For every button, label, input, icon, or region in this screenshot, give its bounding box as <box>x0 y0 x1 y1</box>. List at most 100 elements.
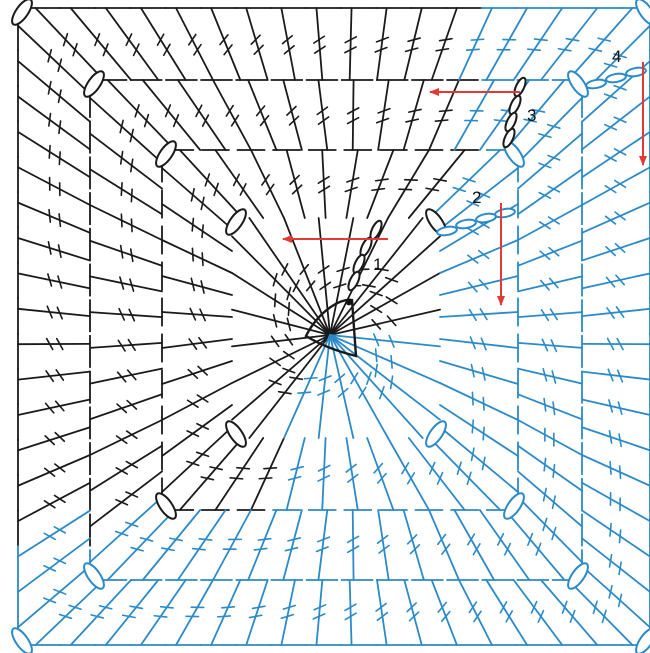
chain-oval <box>455 218 477 230</box>
chain-oval <box>503 492 525 520</box>
treble-stitch <box>139 7 187 81</box>
treble-stitch <box>89 367 163 385</box>
treble-stitch <box>104 579 160 646</box>
treble-stitch <box>141 509 202 581</box>
treble-stitch <box>89 393 163 421</box>
treble-stitch <box>453 509 496 581</box>
treble-stitch <box>17 537 91 593</box>
treble-stitch <box>517 308 583 322</box>
treble-stitch <box>581 509 650 558</box>
chain-stitches-layer <box>11 0 650 653</box>
treble-stitch <box>345 437 359 511</box>
treble-stitch <box>161 239 233 274</box>
treble-stitch <box>439 239 519 274</box>
treble-stitch <box>161 307 233 322</box>
treble-stitch <box>430 7 458 81</box>
treble-stitch <box>344 149 360 219</box>
treble-stitch <box>485 7 529 81</box>
treble-stitch <box>312 579 327 646</box>
treble-stitch <box>175 579 214 646</box>
treble-stitch <box>517 275 583 293</box>
treble-stitch <box>439 426 519 493</box>
treble-stitch <box>89 96 163 164</box>
chain-oval <box>155 492 177 520</box>
chain-oval <box>567 562 589 590</box>
treble-stitch <box>581 368 650 383</box>
treble-stitch <box>329 334 441 384</box>
treble-stitch <box>176 79 227 151</box>
treble-stitch <box>89 132 163 190</box>
treble-stitch <box>89 275 163 293</box>
treble-stitch <box>581 454 650 487</box>
treble-stitch <box>178 149 244 219</box>
treble-stitch <box>517 168 583 216</box>
treble-stitch <box>317 437 331 511</box>
chain-oval <box>475 212 497 224</box>
treble-stitch <box>89 470 163 528</box>
treble-stitch <box>17 481 91 523</box>
treble-stitch <box>581 95 650 151</box>
chain-oval <box>11 0 33 26</box>
treble-stitch <box>439 404 519 457</box>
treble-stitch <box>17 565 91 629</box>
treble-stitch <box>231 334 331 384</box>
treble-stitch <box>581 398 650 416</box>
round-4-label: 4 <box>612 47 621 66</box>
treble-stitch <box>517 338 583 353</box>
chain-oval <box>11 627 33 653</box>
treble-stitch <box>346 79 360 151</box>
treble-stitch <box>161 426 233 493</box>
treble-stitch <box>517 132 583 190</box>
treble-stitch <box>317 217 332 336</box>
treble-stitch <box>161 275 233 296</box>
chain-oval <box>567 70 589 98</box>
treble-stitch <box>407 149 466 219</box>
blue-stitches-layer <box>17 7 650 646</box>
treble-stitch <box>402 509 425 581</box>
treble-stitch <box>567 579 634 646</box>
chain-oval <box>635 0 650 26</box>
treble-stitch <box>139 579 187 646</box>
treble-stitch <box>17 369 91 383</box>
treble-stitch <box>161 360 233 385</box>
treble-stitch <box>581 130 650 179</box>
treble-stitch <box>403 579 423 646</box>
treble-stitch <box>428 509 460 581</box>
treble-stitch <box>439 167 519 230</box>
treble-stitch <box>161 336 233 350</box>
treble-stitch <box>17 398 91 416</box>
round-2-label: 2 <box>472 188 481 207</box>
treble-stitch <box>317 334 332 439</box>
treble-stitch <box>329 334 441 421</box>
treble-stitch <box>517 367 583 385</box>
treble-stitch <box>231 235 331 336</box>
treble-stitch <box>428 79 460 151</box>
treble-stitch <box>250 149 285 219</box>
treble-stitch <box>17 454 91 487</box>
treble-stitch <box>478 509 531 581</box>
treble-stitch <box>69 7 132 81</box>
treble-stitch <box>485 579 529 646</box>
treble-stitch <box>34 579 105 646</box>
treble-stitch <box>212 79 252 151</box>
direction-arrows <box>282 62 647 306</box>
treble-stitch <box>17 60 91 123</box>
treble-stitch <box>245 7 269 81</box>
treble-stitch <box>581 481 650 523</box>
treble-stitch <box>581 537 650 593</box>
treble-stitch <box>175 7 214 81</box>
treble-stitch <box>329 235 441 336</box>
treble-stitch <box>89 168 163 216</box>
treble-stitch <box>231 272 331 336</box>
chain-oval <box>504 111 518 133</box>
treble-stitch <box>176 509 227 581</box>
chain-oval <box>635 627 650 653</box>
treble-stitch <box>17 166 91 206</box>
treble-stitch <box>517 239 583 267</box>
treble-stitch <box>17 130 91 179</box>
treble-stitch <box>282 79 303 151</box>
treble-stitch <box>210 579 242 646</box>
treble-stitch <box>329 217 355 336</box>
treble-stitch <box>282 509 303 581</box>
